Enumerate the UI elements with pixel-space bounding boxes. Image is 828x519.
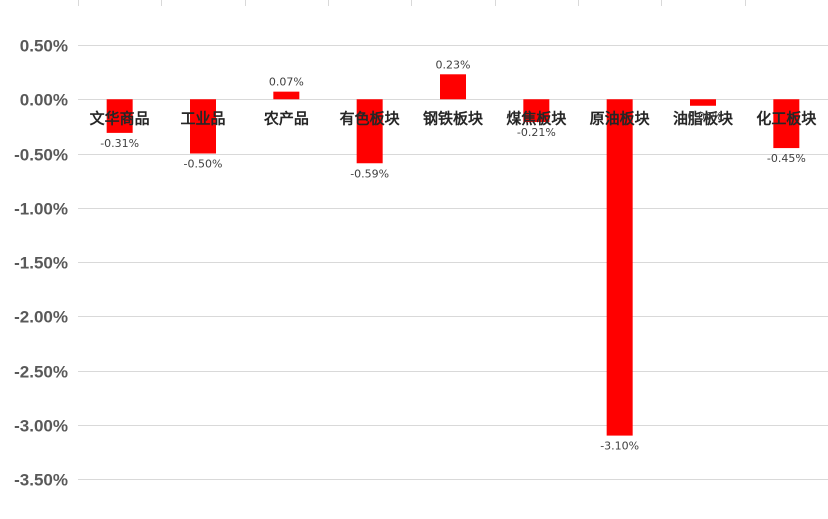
bar <box>356 99 383 164</box>
data-label: 0.07% <box>269 76 304 89</box>
gridlines <box>78 0 828 480</box>
category-label: 原油板块 <box>590 109 651 127</box>
y-tick-label: -2.00% <box>14 308 68 327</box>
data-label: -0.06% <box>684 110 723 123</box>
category-label: 煤焦板块 <box>506 109 567 127</box>
category-label: 化工板块 <box>756 109 817 127</box>
y-tick-label: -3.50% <box>14 471 68 490</box>
category-labels: 文华商品 工业品 农产品 有色板块 钢铁板块 煤焦板块 原油板块 油脂板块 化工板块 <box>90 109 818 127</box>
category-label: 钢铁板块 <box>423 109 484 127</box>
data-label: -0.21% <box>517 126 556 139</box>
category-label: 农产品 <box>263 109 309 127</box>
y-tick-label: -0.50% <box>14 146 68 165</box>
bar <box>440 74 466 100</box>
data-label: -0.50% <box>184 158 223 171</box>
data-labels: -0.31% -0.50% 0.07% -0.59% 0.23% -0.21% -3.10%… <box>100 58 806 452</box>
data-label: -0.45% <box>767 152 806 165</box>
y-tick-label: -3.00% <box>14 417 68 436</box>
category-label: 工业品 <box>180 109 225 127</box>
bar <box>690 99 716 106</box>
y-tick-label: -1.00% <box>14 200 68 219</box>
category-label: 文华商品 <box>90 109 150 127</box>
bar <box>606 99 633 436</box>
bar <box>190 99 216 154</box>
y-tick-label: -1.50% <box>14 254 68 273</box>
data-label: -0.31% <box>100 137 139 150</box>
bars <box>106 74 800 436</box>
y-tick-label: 0.50% <box>20 37 68 56</box>
data-label: -0.59% <box>350 167 389 180</box>
bar <box>773 99 800 149</box>
category-label: 油脂板块 <box>673 109 734 127</box>
y-tick-label: -2.50% <box>14 363 68 382</box>
category-label: 有色板块 <box>340 109 401 127</box>
y-axis: 0.50% 0.00% -0.50% -1.00% -1.50% -2.00% -2.50%… <box>14 37 68 490</box>
bar <box>273 91 300 100</box>
y-tick-label: 0.00% <box>20 91 68 110</box>
bar <box>523 99 550 123</box>
data-label: 0.23% <box>436 58 471 71</box>
data-label: -3.10% <box>600 440 639 453</box>
bar <box>106 99 133 133</box>
